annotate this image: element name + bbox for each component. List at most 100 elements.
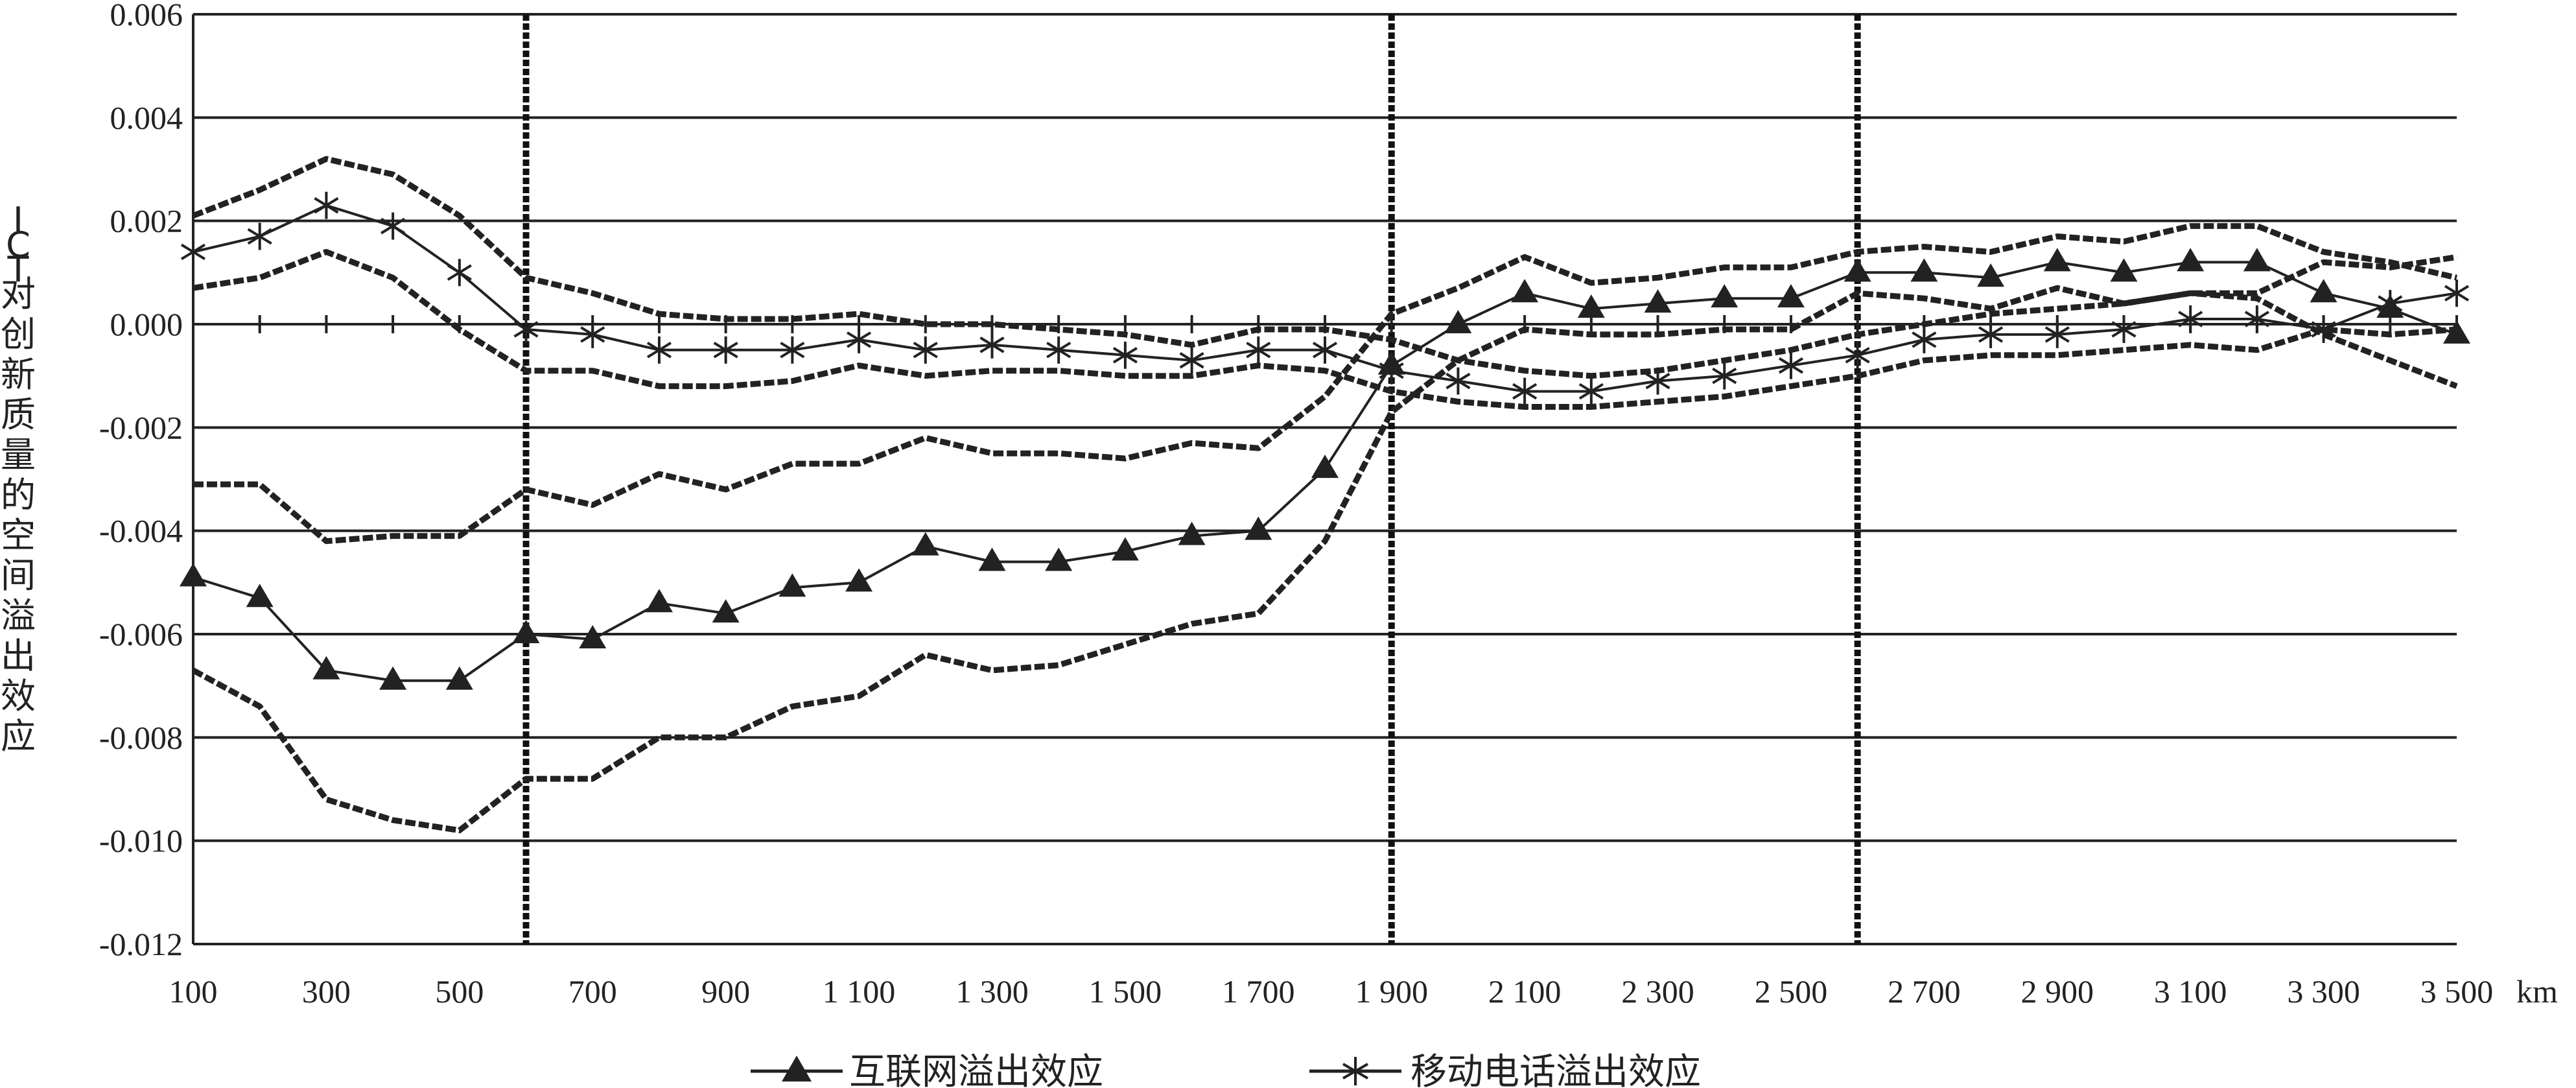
x-tick-label: 1 900 (1355, 973, 1428, 1010)
legend: 互联网溢出效应 移动电话溢出效应 (751, 1051, 1701, 1088)
asterisk-point (2378, 290, 2403, 318)
triangle-point (645, 589, 673, 613)
asterisk-point (646, 336, 672, 364)
triangle-point (2043, 248, 2071, 272)
triangle-point (1511, 279, 1539, 303)
triangle-point (579, 624, 607, 648)
triangle-point (1844, 258, 1871, 282)
confidence-lower-line (193, 249, 2457, 410)
triangle-point (978, 547, 1006, 571)
asterisk-point (381, 212, 406, 240)
asterisk-point (2044, 320, 2070, 348)
x-tick-label: 2 900 (2021, 973, 2094, 1010)
asterisk-marker-icon (1342, 1057, 1369, 1085)
x-tick-labels: 100 300 500 700 900 1 100 1 300 1 500 1 700 1 900… (169, 973, 2558, 1010)
asterisk-point (1246, 336, 1271, 364)
asterisk-point (1112, 341, 1138, 369)
triangle-point (246, 584, 274, 608)
triangle-point (1245, 516, 1272, 540)
y-tick-label: 0.006 (110, 0, 183, 32)
triangle-point (445, 666, 473, 690)
asterisk-point (1978, 320, 2004, 348)
triangle-point (2177, 248, 2205, 272)
asterisk-point (2111, 315, 2137, 343)
asterisk-point (1379, 357, 1404, 384)
asterisk-point (447, 259, 472, 287)
asterisk-point (713, 336, 738, 364)
confidence-lower-line (191, 285, 2458, 834)
triangle-point (2243, 248, 2271, 272)
x-tick-label: 3 500 (2420, 973, 2494, 1010)
x-tick-label: 1 500 (1089, 973, 1162, 1010)
y-tick-label: -0.002 (99, 409, 183, 445)
asterisk-point (2178, 305, 2203, 333)
asterisk-point (1645, 367, 1670, 395)
y-tick-label: -0.006 (99, 616, 183, 652)
series-2 (180, 156, 2470, 410)
y-tick-label: -0.004 (99, 513, 183, 549)
y-axis-label-text: I C T 对创新质量的空间溢出效应 (1, 200, 36, 757)
legend-label-internet: 互联网溢出效应 (849, 1051, 1103, 1088)
x-tick-label: 2 500 (1755, 973, 1828, 1010)
confidence-upper-line (192, 156, 2457, 379)
triangle-point (712, 599, 740, 623)
asterisk-point (1512, 377, 1538, 405)
y-tick-label: 0.002 (110, 203, 183, 239)
x-tick-label: 700 (568, 973, 617, 1010)
asterisk-point (1845, 341, 1870, 369)
asterisk-point (247, 222, 272, 250)
asterisk-point (1578, 377, 1604, 405)
y-tick-label: -0.010 (99, 823, 183, 859)
asterisk-point (1778, 351, 1803, 379)
asterisk-point (513, 315, 539, 343)
triangle-point (312, 656, 340, 680)
y-tick-label: 0.000 (110, 306, 183, 342)
triangle-point (1777, 284, 1805, 308)
x-tick-label: 3 100 (2154, 973, 2227, 1010)
asterisk-point (180, 238, 206, 266)
asterisk-point (314, 191, 339, 219)
asterisk-point (2244, 305, 2269, 333)
asterisk-point (1912, 325, 1937, 353)
triangle-point (1910, 258, 1938, 282)
vertical-threshold-markers (522, 14, 1861, 944)
triangle-point (1577, 294, 1605, 318)
triangle-point (1711, 284, 1739, 308)
x-tick-label: 500 (435, 973, 484, 1010)
triangle-point (1977, 263, 2005, 287)
x-tick-label: 1 300 (955, 973, 1029, 1010)
asterisk-point (1046, 336, 1071, 364)
asterisk-point (979, 331, 1005, 359)
asterisk-point (2311, 315, 2336, 343)
axes (192, 14, 2458, 944)
triangle-point (1444, 310, 1472, 333)
y-tick-label: -0.008 (99, 719, 183, 755)
legend-item-mobile: 移动电话溢出效应 (1309, 1051, 1701, 1088)
asterisk-point (913, 336, 938, 364)
triangle-point (1311, 455, 1339, 479)
x-axis-unit: km (2516, 973, 2558, 1010)
x-tick-label: 2 300 (1621, 973, 1694, 1010)
x-tick-label: 1 700 (1222, 973, 1295, 1010)
x-tick-label: 3 300 (2287, 973, 2360, 1010)
x-tick-label: 2 700 (1888, 973, 1961, 1010)
asterisk-point (1712, 362, 1737, 390)
triangle-point (911, 532, 939, 556)
confidence-upper-line (193, 223, 2458, 545)
y-tick-label: -0.012 (99, 926, 183, 962)
asterisk-point (1179, 346, 1204, 374)
asterisk-point (580, 320, 605, 348)
y-axis-label: I C T 对创新质量的空间溢出效应 (1, 200, 36, 757)
triangle-point (1178, 521, 1206, 545)
asterisk-point (2444, 279, 2470, 307)
y-tick-label: 0.004 (110, 99, 183, 136)
triangle-point (1644, 289, 1672, 313)
triangle-point (1111, 537, 1139, 561)
asterisk-point (847, 325, 872, 353)
series-lines (180, 156, 2470, 834)
asterisk-point (780, 336, 805, 364)
asterisk-point (1446, 367, 1471, 395)
legend-item-internet: 互联网溢出效应 (751, 1051, 1103, 1088)
x-tick-label: 1 100 (823, 973, 896, 1010)
